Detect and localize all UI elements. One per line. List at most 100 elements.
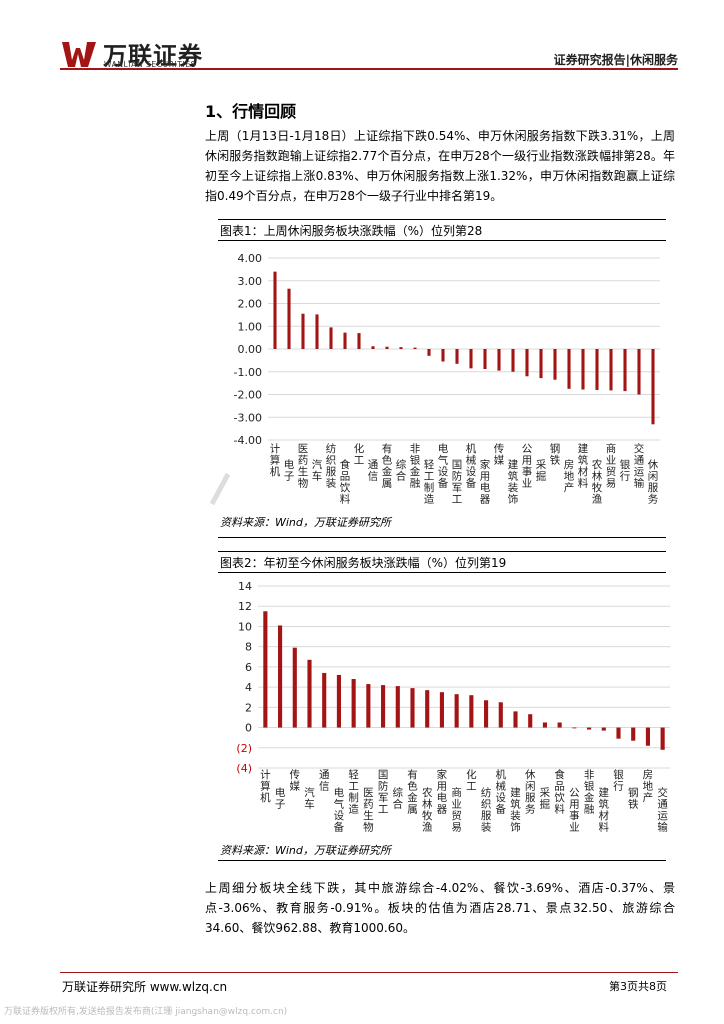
footer-institution: 万联证券研究所 www.wlzq.cn	[62, 980, 228, 994]
copyright-watermark: 万联证券版权所有,发送给报告发布商(江珊 jiangshan@wlzq.com.…	[4, 1007, 288, 1017]
x-category-label: 轻工制造	[348, 768, 359, 816]
y-tick-label: 14	[238, 580, 252, 593]
y-tick-label: 8	[245, 641, 252, 654]
x-category-label: 交通运输	[657, 786, 668, 834]
x-category-label: 医药生物	[298, 443, 309, 490]
x-category-label: 国防军工	[452, 459, 463, 506]
bar	[484, 700, 489, 728]
bar	[660, 727, 665, 750]
x-category-label: 化工	[466, 768, 477, 793]
decorative-slash-mark	[209, 472, 230, 506]
y-tick-label: 0.00	[238, 343, 263, 356]
bar	[637, 349, 641, 395]
y-tick-label: -4.00	[234, 434, 262, 447]
x-category-label: 房地产	[564, 458, 575, 494]
bar	[381, 685, 386, 728]
y-tick-label: -1.00	[234, 366, 262, 379]
x-category-label: 机械设备	[496, 768, 507, 816]
y-tick-label: 2.00	[238, 298, 263, 311]
x-category-label: 公用事业	[569, 787, 580, 834]
x-category-label: 交通运输	[634, 442, 645, 490]
bar	[539, 349, 543, 379]
x-category-label: 建筑装饰	[508, 458, 519, 506]
bar	[469, 695, 474, 728]
bar	[301, 313, 305, 349]
x-category-label: 医药生物	[363, 787, 374, 834]
x-category-label: 电气设备	[334, 786, 345, 834]
x-category-label: 采掘	[540, 787, 551, 811]
bar	[567, 349, 571, 389]
x-category-label: 采掘	[536, 459, 547, 483]
brand-name-cn: 万联证券	[103, 42, 203, 70]
x-category-label: 汽车	[304, 786, 315, 811]
bar	[498, 702, 503, 728]
x-category-label: 传媒	[494, 443, 505, 467]
bar	[292, 647, 297, 728]
x-category-label: 建筑装饰	[510, 786, 521, 834]
x-category-label: 食品饮料	[554, 768, 565, 816]
bar	[336, 674, 341, 728]
x-category-label: 国防军工	[378, 769, 389, 816]
bar	[609, 349, 613, 391]
bar	[581, 349, 585, 390]
bar	[315, 314, 319, 349]
x-category-label: 电气设备	[438, 442, 449, 490]
bar	[542, 722, 547, 728]
y-tick-label: 6	[245, 661, 252, 674]
x-category-label: 化工	[354, 442, 365, 467]
y-tick-label: 1.00	[238, 320, 263, 333]
bar	[469, 349, 473, 369]
bar	[413, 347, 417, 349]
figure-1-source: 资料来源：Wind，万联证券研究所	[220, 516, 391, 529]
bar	[371, 346, 375, 349]
bar	[385, 346, 389, 349]
x-category-label: 钢铁	[550, 442, 561, 467]
x-category-label: 纺织服装	[326, 442, 337, 490]
x-category-label: 休闲服务	[525, 769, 536, 816]
bar	[273, 271, 277, 349]
brand-name-en: WANLIAN SECURITIES	[104, 60, 197, 69]
y-tick-label: 4	[245, 681, 252, 694]
x-category-label: 电子	[284, 458, 295, 483]
footer-divider	[60, 972, 678, 973]
bar	[427, 349, 431, 356]
bar	[278, 625, 283, 728]
bar	[651, 349, 655, 425]
bar	[399, 347, 403, 349]
y-tick-label: 0	[245, 722, 252, 735]
bar	[645, 727, 650, 746]
bar	[455, 349, 459, 364]
x-category-label: 有色金属	[382, 442, 393, 490]
x-category-label: 计算机	[270, 442, 281, 478]
bar	[425, 690, 430, 728]
x-category-label: 建筑材料	[578, 442, 589, 490]
market-review-paragraph: 上周（1月13日-1月18日）上证综指下跌0.54%、申万休闲服务指数下跌3.3…	[205, 129, 675, 203]
bar	[454, 694, 459, 728]
x-category-label: 农林牧渔	[422, 786, 433, 834]
report-category-tag: 证券研究报告|休闲服务	[553, 53, 678, 67]
x-category-label: 商业贸易	[606, 442, 617, 490]
bar	[357, 333, 361, 349]
bar	[343, 332, 347, 349]
y-tick-label: 12	[238, 600, 252, 613]
x-category-label: 轻工制造	[424, 458, 435, 506]
y-tick-label: -2.00	[234, 389, 262, 402]
x-category-label: 综合	[396, 458, 407, 483]
figure-1-bottom-rule	[218, 537, 666, 538]
y-tick-label: (2)	[236, 742, 252, 755]
bar	[631, 727, 636, 741]
figure-2-bottom-rule	[218, 860, 666, 861]
bar	[525, 349, 529, 377]
x-category-label: 房地产	[643, 768, 654, 804]
bar	[595, 349, 599, 390]
bar	[616, 727, 621, 739]
bar	[441, 349, 445, 362]
sub-sector-paragraph: 上周细分板块全线下跌，其中旅游综合-4.02%、餐饮-3.69%、酒店-0.37…	[205, 881, 675, 935]
bar	[623, 349, 627, 392]
bar	[553, 349, 557, 380]
bar	[351, 679, 356, 728]
x-category-label: 休闲服务	[648, 459, 659, 506]
x-category-label: 商业贸易	[451, 786, 462, 834]
section-title: 1、行情回顾	[205, 102, 297, 121]
x-category-label: 食品饮料	[340, 458, 351, 506]
